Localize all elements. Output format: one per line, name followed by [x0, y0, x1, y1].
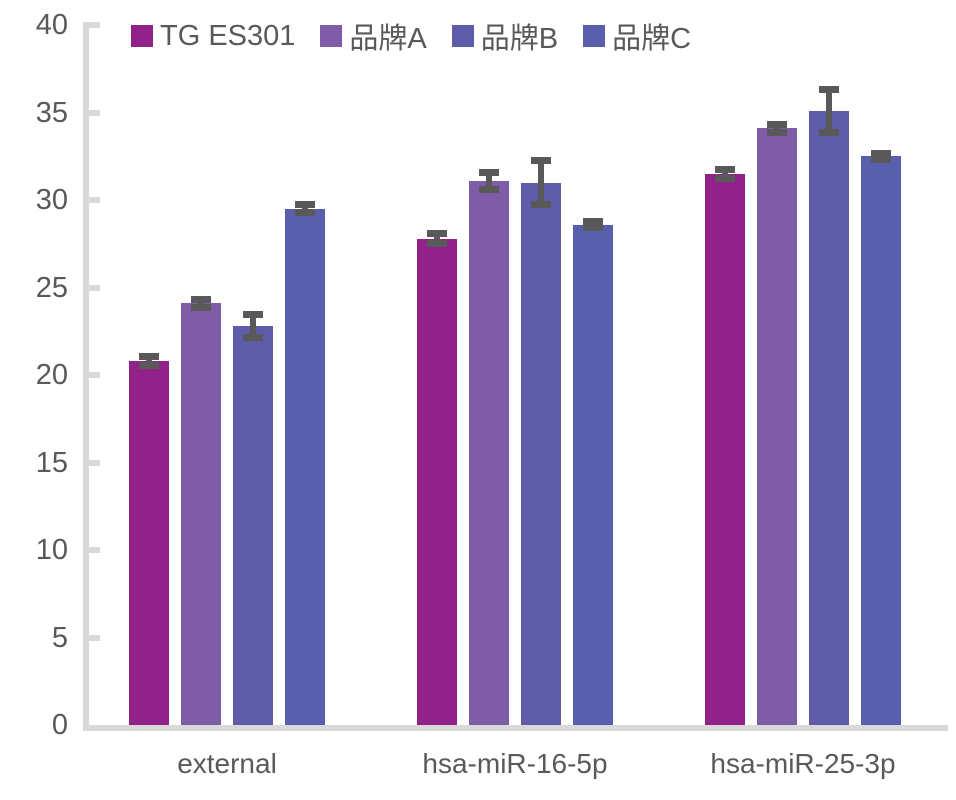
- error-bar-cap-bottom: [767, 128, 787, 136]
- bar-series-2-cat-2[interactable]: [469, 180, 509, 725]
- error-bar-cap-bottom: [295, 209, 315, 217]
- y-axis-label: 40: [35, 9, 68, 41]
- error-bar-cap-top: [295, 201, 315, 209]
- error-bar: [434, 233, 440, 244]
- error-bar: [486, 172, 492, 190]
- legend-item-series-2[interactable]: 品牌A: [320, 15, 427, 57]
- y-axis-tick: [89, 634, 100, 641]
- error-bar-cap-top: [871, 149, 891, 157]
- error-bar-cap-bottom: [819, 128, 839, 136]
- bar-series-2-cat-3[interactable]: [757, 128, 797, 725]
- error-bar-cap-top: [479, 169, 499, 176]
- legend-swatch-icon: [451, 25, 474, 47]
- bar-series-3-cat-2[interactable]: [521, 182, 561, 725]
- error-bar-cap-bottom: [583, 224, 603, 231]
- y-axis-tick: [89, 284, 100, 291]
- error-bar: [198, 298, 204, 308]
- error-bar-cap-bottom: [427, 239, 447, 247]
- error-bar-cap-top: [243, 310, 263, 318]
- error-bar: [250, 313, 256, 339]
- error-bar: [722, 168, 728, 179]
- legend-swatch-icon: [320, 25, 343, 47]
- legend-item-series-4[interactable]: 品牌C: [583, 15, 691, 57]
- legend-label: 品牌A: [349, 23, 427, 55]
- bar-series-1-cat-1[interactable]: [129, 361, 169, 725]
- y-axis-tick: [89, 109, 100, 116]
- error-bar: [302, 204, 308, 214]
- y-axis-label: 10: [35, 534, 68, 566]
- bar-series-4-cat-1[interactable]: [285, 208, 325, 725]
- y-axis-label: 30: [35, 184, 68, 216]
- error-bar: [774, 123, 780, 133]
- legend-item-series-3[interactable]: 品牌B: [451, 15, 559, 57]
- y-axis-label: 5: [51, 621, 68, 654]
- error-bar-cap-top: [819, 85, 839, 93]
- bar-series-4-cat-3[interactable]: [861, 156, 901, 725]
- y-axis-tick: [89, 197, 100, 203]
- bar-series-3-cat-3[interactable]: [809, 110, 849, 725]
- y-axis-label: 15: [35, 446, 68, 479]
- x-axis-label: hsa-miR-25-3p: [710, 748, 896, 779]
- error-bar-cap-top: [767, 120, 787, 128]
- bar-series-4-cat-2[interactable]: [573, 224, 613, 725]
- y-axis-tick: [89, 459, 100, 466]
- legend-item-series-1[interactable]: TG ES301: [131, 20, 295, 53]
- y-axis-tick: [89, 22, 100, 28]
- error-bar-cap-bottom: [871, 155, 891, 163]
- legend-label: 品牌C: [612, 23, 692, 55]
- error-bar-cap-top: [139, 352, 159, 360]
- x-axis-line: [83, 725, 948, 731]
- y-axis-tick: [89, 547, 100, 553]
- bar-series-1-cat-3[interactable]: [705, 173, 745, 725]
- y-axis-label: 0: [51, 709, 68, 741]
- error-bar-cap-top: [427, 230, 447, 238]
- error-bar: [146, 355, 152, 367]
- error-bar-cap-bottom: [479, 185, 499, 193]
- legend-swatch-icon: [131, 25, 153, 47]
- error-bar: [826, 88, 832, 133]
- y-axis-label: 20: [35, 359, 68, 391]
- error-bar-cap-bottom: [243, 334, 263, 342]
- y-axis-tick: [89, 372, 100, 378]
- error-bar-cap-bottom: [139, 362, 159, 370]
- error-bar-cap-bottom: [715, 175, 735, 182]
- x-axis-label: external: [177, 748, 277, 779]
- y-axis-label: 35: [35, 96, 68, 129]
- y-axis-label: 25: [35, 271, 68, 304]
- error-bar-cap-top: [191, 295, 211, 303]
- bar-series-2-cat-1[interactable]: [181, 303, 221, 725]
- y-axis-line: [83, 22, 89, 731]
- legend-label: 品牌B: [480, 23, 559, 55]
- chart-legend: TG ES301 品牌A 品牌B 品牌C: [131, 16, 691, 56]
- error-bar-cap-top: [531, 156, 551, 164]
- legend-swatch-icon: [583, 25, 606, 47]
- error-bar-cap-bottom: [531, 201, 551, 209]
- bar-series-3-cat-1[interactable]: [233, 326, 273, 725]
- x-axis-label: hsa-miR-16-5p: [422, 748, 608, 779]
- legend-label: TG ES301: [160, 19, 296, 52]
- error-bar-cap-top: [583, 218, 603, 225]
- bar-series-1-cat-2[interactable]: [417, 238, 457, 725]
- error-bar-cap-bottom: [191, 303, 211, 311]
- error-bar-cap-top: [715, 165, 735, 173]
- error-bar: [538, 159, 544, 206]
